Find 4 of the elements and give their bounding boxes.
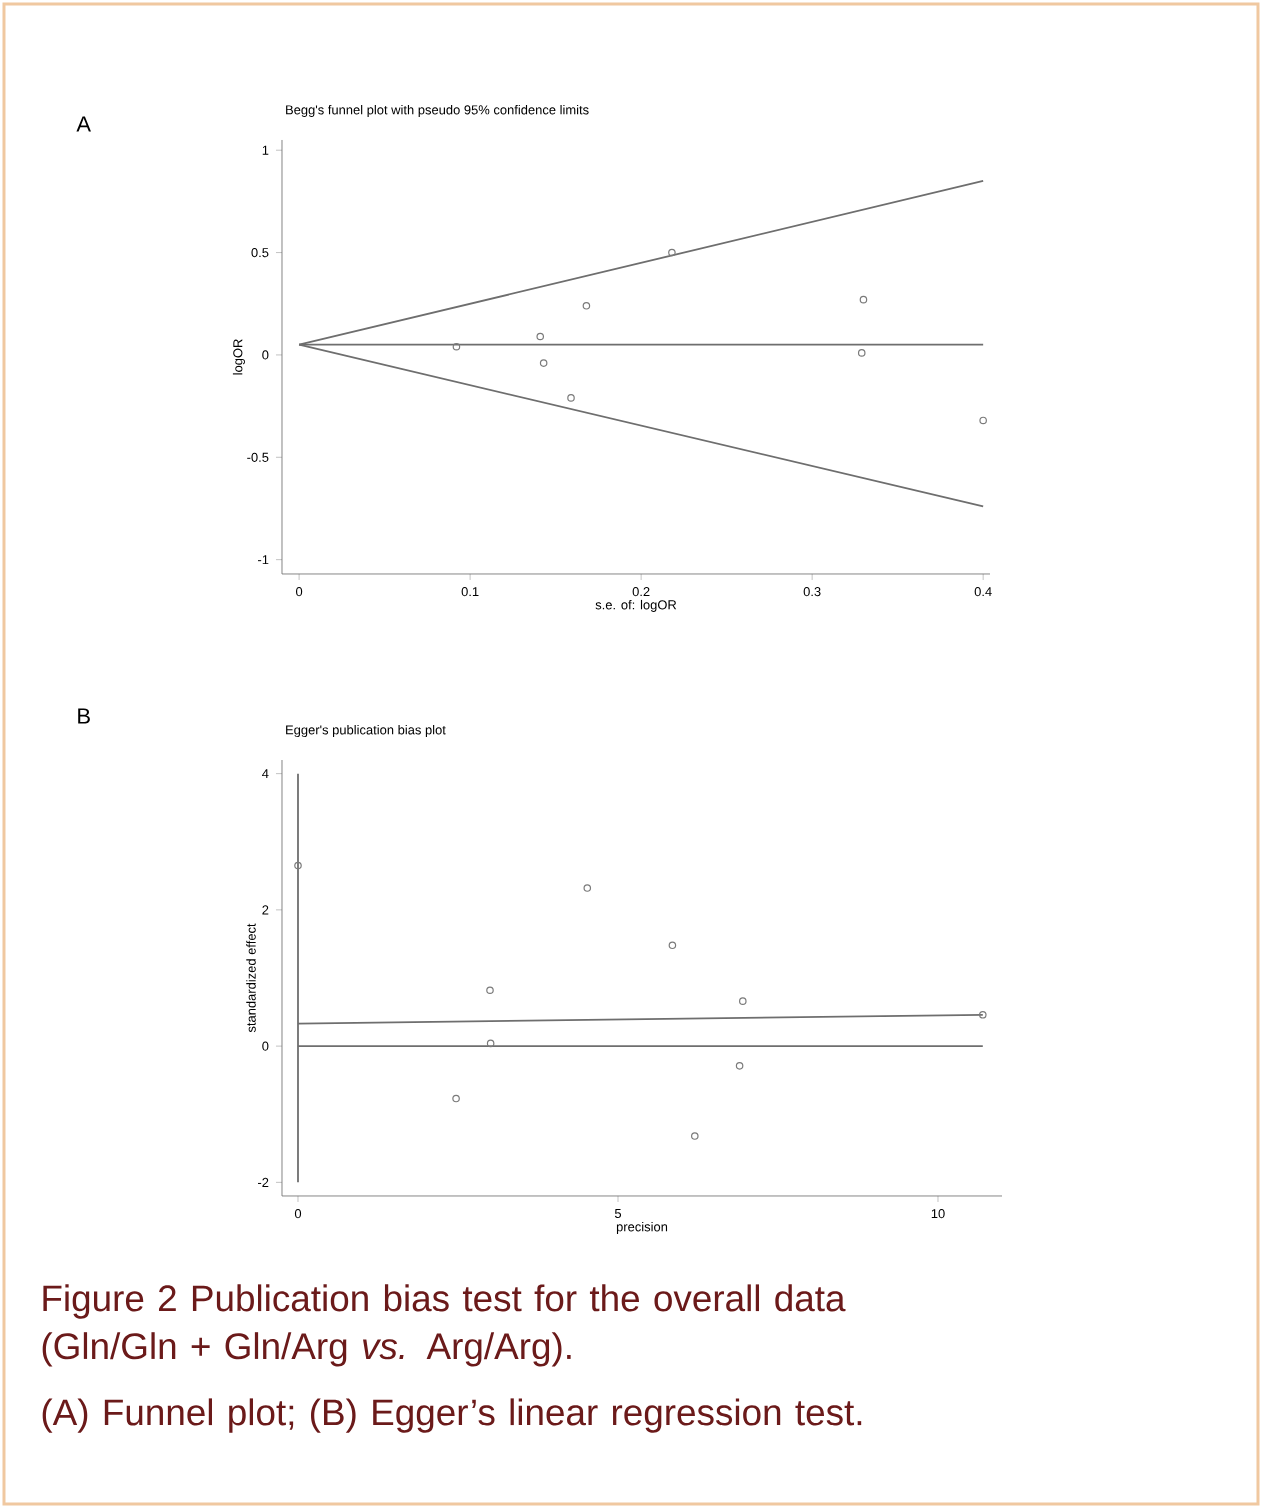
text: A	[76, 116, 91, 132]
caption: Figure 2 Publication bias test for the overall data (Gln/Gln + Gln/Arg vs. Arg/Arg).	[42, 1284, 846, 1367]
text: B	[78, 708, 90, 724]
text: (A) Funnel plot; (B) Egger’s linear regression test.	[42, 1398, 862, 1433]
